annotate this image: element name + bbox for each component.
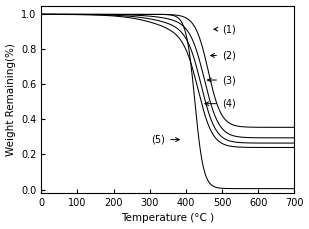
Y-axis label: Weight Remaining(%): Weight Remaining(%) <box>6 43 15 156</box>
Text: (4): (4) <box>205 99 236 109</box>
Text: (1): (1) <box>214 24 236 34</box>
Text: (2): (2) <box>211 50 236 60</box>
Text: (3): (3) <box>207 75 236 85</box>
Text: (5): (5) <box>151 135 180 144</box>
X-axis label: Temperature (°C ): Temperature (°C ) <box>121 213 214 224</box>
